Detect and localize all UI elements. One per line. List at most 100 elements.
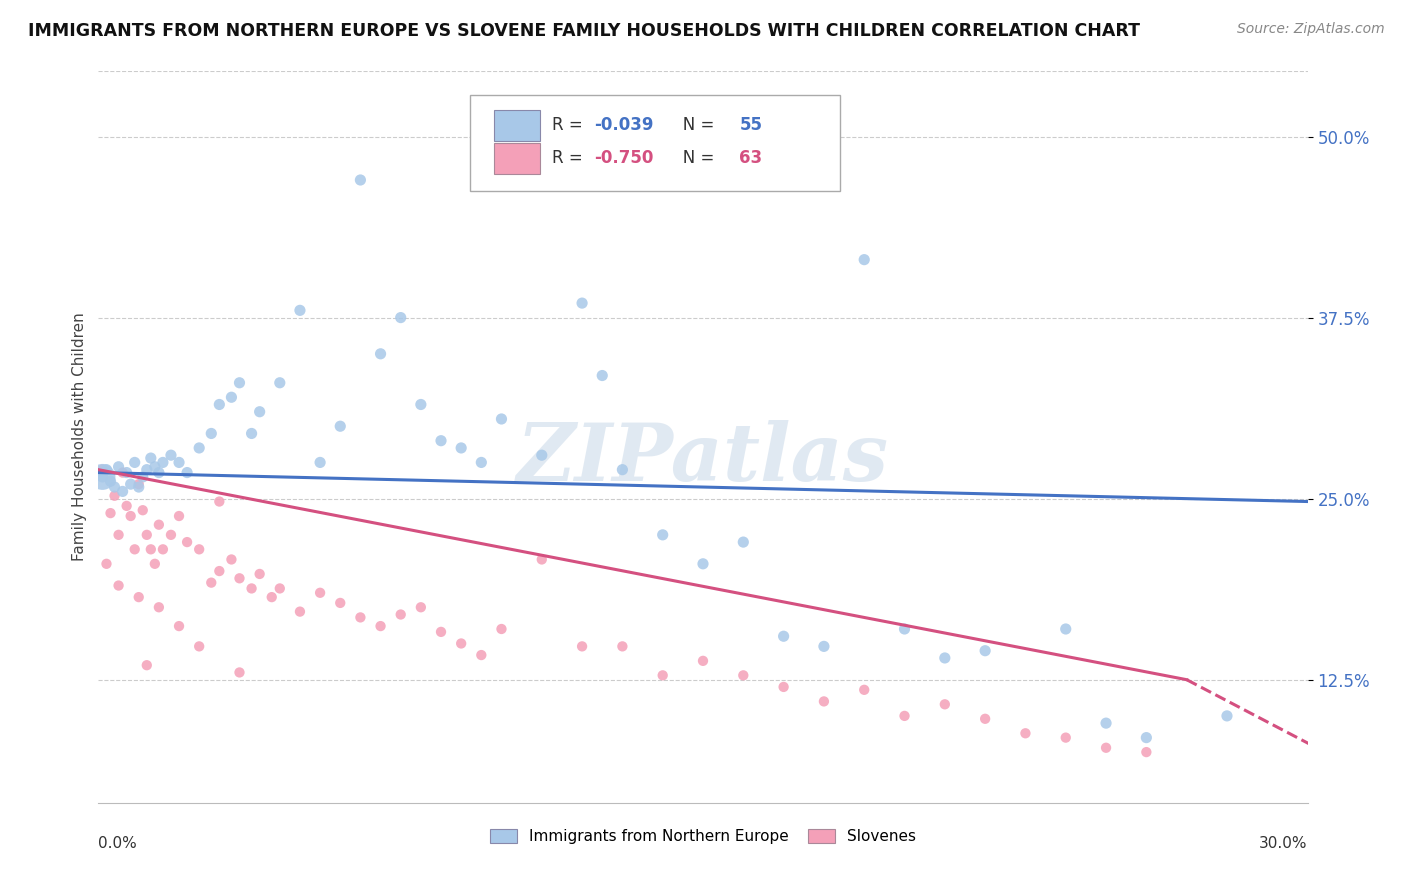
- Point: [160, 448, 183, 462]
- Point: [974, 712, 997, 726]
- Point: [160, 528, 183, 542]
- Point: [269, 582, 291, 596]
- Point: [111, 484, 134, 499]
- Point: [692, 557, 714, 571]
- Point: [221, 552, 243, 566]
- Text: N =: N =: [666, 117, 720, 135]
- Text: Source: ZipAtlas.com: Source: ZipAtlas.com: [1237, 22, 1385, 37]
- Point: [188, 441, 211, 455]
- Text: 30.0%: 30.0%: [1260, 836, 1308, 851]
- Point: [91, 463, 114, 477]
- Point: [148, 517, 170, 532]
- Point: [115, 499, 138, 513]
- Point: [228, 571, 250, 585]
- Text: -0.750: -0.750: [595, 149, 654, 168]
- Point: [934, 651, 956, 665]
- Point: [135, 528, 157, 542]
- Point: [772, 629, 794, 643]
- Text: -0.039: -0.039: [595, 117, 654, 135]
- Point: [240, 582, 263, 596]
- Point: [450, 441, 472, 455]
- Point: [853, 682, 876, 697]
- Point: [103, 480, 125, 494]
- Point: [1135, 745, 1157, 759]
- Point: [692, 654, 714, 668]
- Point: [491, 622, 513, 636]
- Point: [813, 640, 835, 654]
- Point: [612, 640, 634, 654]
- Text: N =: N =: [666, 149, 720, 168]
- Point: [370, 347, 392, 361]
- Point: [100, 506, 122, 520]
- Point: [491, 412, 513, 426]
- Point: [409, 397, 432, 411]
- Point: [96, 463, 118, 477]
- Point: [249, 405, 271, 419]
- Point: [148, 466, 170, 480]
- Text: ZIPatlas: ZIPatlas: [517, 420, 889, 498]
- Legend: Immigrants from Northern Europe, Slovenes: Immigrants from Northern Europe, Slovene…: [484, 822, 922, 850]
- Point: [309, 455, 332, 469]
- Point: [329, 419, 352, 434]
- Point: [1054, 622, 1077, 636]
- Point: [329, 596, 352, 610]
- Point: [370, 619, 392, 633]
- Point: [100, 475, 122, 489]
- Point: [152, 542, 174, 557]
- Point: [120, 477, 142, 491]
- Point: [124, 542, 146, 557]
- Point: [132, 503, 155, 517]
- Point: [167, 455, 190, 469]
- Point: [530, 448, 553, 462]
- Y-axis label: Family Households with Children: Family Households with Children: [72, 313, 87, 561]
- Point: [349, 173, 371, 187]
- Point: [450, 636, 472, 650]
- Point: [143, 557, 166, 571]
- Point: [208, 397, 231, 411]
- Point: [530, 552, 553, 566]
- Point: [139, 542, 162, 557]
- Point: [430, 434, 453, 448]
- Point: [288, 605, 311, 619]
- Point: [470, 455, 492, 469]
- FancyBboxPatch shape: [494, 110, 540, 141]
- Point: [612, 463, 634, 477]
- Point: [96, 557, 118, 571]
- Point: [152, 455, 174, 469]
- FancyBboxPatch shape: [494, 143, 540, 174]
- Point: [309, 586, 332, 600]
- Point: [124, 455, 146, 469]
- Point: [409, 600, 432, 615]
- Point: [167, 619, 190, 633]
- Point: [430, 624, 453, 639]
- Point: [470, 648, 492, 662]
- Point: [1135, 731, 1157, 745]
- Point: [1095, 716, 1118, 731]
- Text: R =: R =: [551, 117, 588, 135]
- Point: [349, 610, 371, 624]
- Point: [91, 470, 114, 484]
- Point: [389, 310, 412, 325]
- Point: [176, 466, 198, 480]
- Point: [1216, 709, 1239, 723]
- Point: [188, 542, 211, 557]
- Point: [111, 466, 134, 480]
- Point: [176, 535, 198, 549]
- Point: [269, 376, 291, 390]
- Point: [91, 470, 114, 484]
- Point: [200, 426, 222, 441]
- Point: [103, 489, 125, 503]
- Point: [651, 528, 673, 542]
- Point: [143, 459, 166, 474]
- Point: [188, 640, 211, 654]
- Point: [288, 303, 311, 318]
- Point: [240, 426, 263, 441]
- Point: [107, 528, 129, 542]
- Point: [651, 668, 673, 682]
- Text: 55: 55: [740, 117, 762, 135]
- FancyBboxPatch shape: [470, 95, 839, 191]
- Point: [733, 668, 755, 682]
- Point: [389, 607, 412, 622]
- Point: [107, 578, 129, 592]
- Point: [132, 470, 155, 484]
